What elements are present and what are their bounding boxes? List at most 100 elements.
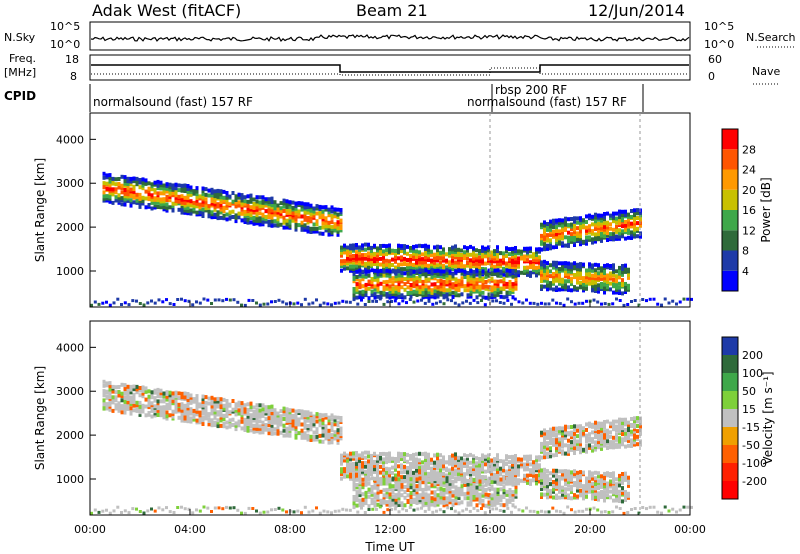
- heatmap-cell: [475, 476, 479, 481]
- heatmap-cell: [270, 508, 273, 512]
- heatmap-cell: [201, 394, 205, 399]
- heatmap-cell: [364, 469, 367, 474]
- heatmap-cell: [427, 265, 430, 270]
- heatmap-cell: [376, 454, 379, 459]
- heatmap-cell: [367, 286, 371, 291]
- heatmap-cell: [144, 413, 148, 418]
- heatmap-cell: [321, 429, 325, 434]
- heatmap-cell: [294, 208, 298, 213]
- colorbar-tick: -200: [742, 475, 767, 488]
- heatmap-cell: [258, 211, 262, 216]
- heatmap-cell: [594, 276, 597, 281]
- heatmap-cell: [102, 196, 106, 201]
- heatmap-cell: [126, 194, 130, 199]
- heatmap-cell: [379, 456, 382, 461]
- heatmap-cell: [621, 264, 624, 268]
- heatmap-cell: [102, 379, 106, 384]
- heatmap-cell: [388, 495, 392, 499]
- heatmap-cell: [222, 424, 226, 429]
- heatmap-cell: [472, 269, 476, 274]
- heatmap-cell: [318, 415, 322, 419]
- heatmap-cell: [510, 510, 513, 514]
- heatmap-cell: [505, 273, 509, 278]
- heatmap-cell: [382, 493, 386, 498]
- heatmap-cell: [611, 510, 615, 514]
- heatmap-cell: [603, 435, 606, 440]
- heatmap-cell: [505, 457, 508, 462]
- heatmap-cell: [294, 433, 298, 438]
- colorbar-tick: -15: [742, 421, 760, 434]
- heatmap-cell: [436, 460, 439, 464]
- heatmap-cell: [427, 272, 431, 277]
- heatmap-cell: [150, 507, 153, 511]
- heatmap-cell: [406, 262, 409, 267]
- heatmap-cell: [240, 419, 244, 424]
- heatmap-cell: [312, 206, 316, 211]
- heatmap-cell: [401, 507, 405, 511]
- heatmap-cell: [300, 433, 304, 438]
- heatmap-cell: [363, 511, 367, 514]
- heatmap-cell: [431, 302, 435, 306]
- heatmap-cell: [373, 262, 376, 266]
- heatmap-cell: [442, 279, 446, 284]
- heatmap-cell: [379, 480, 383, 485]
- heatmap-cell: [600, 266, 603, 271]
- heatmap-cell: [478, 457, 481, 461]
- heatmap-cell: [376, 282, 380, 287]
- heatmap-cell: [496, 476, 500, 481]
- heatmap-cell: [114, 390, 118, 395]
- heatmap-cell: [505, 469, 508, 474]
- heatmap-cell: [526, 473, 529, 478]
- heatmap-cell: [686, 505, 690, 509]
- heatmap-cell: [180, 208, 184, 212]
- heatmap-cell: [576, 441, 579, 446]
- heatmap-cell: [394, 269, 398, 274]
- heatmap-cell: [511, 295, 515, 300]
- heatmap-cell: [624, 498, 627, 502]
- heatmap-cell: [340, 251, 343, 255]
- heatmap-cell: [361, 261, 364, 266]
- heatmap-cell: [535, 260, 538, 265]
- heatmap-cell: [388, 259, 391, 264]
- heatmap-cell: [349, 462, 352, 467]
- heatmap-cell: [517, 481, 520, 486]
- heatmap-cell: [561, 436, 564, 440]
- heatmap-cell: [615, 285, 618, 290]
- heatmap-cell: [481, 276, 485, 281]
- heatmap-cell: [108, 187, 112, 192]
- heatmap-cell: [367, 487, 371, 492]
- heatmap-cell: [463, 474, 466, 479]
- heatmap-cell: [249, 207, 253, 212]
- heatmap-cell: [373, 495, 377, 500]
- heatmap-cell: [549, 274, 552, 279]
- heatmap-cell: [564, 287, 567, 292]
- heatmap-cell: [340, 453, 343, 458]
- heatmap-cell: [120, 511, 123, 514]
- heatmap-cell: [358, 472, 361, 477]
- heatmap-cell: [240, 193, 244, 198]
- heatmap-cell: [457, 496, 461, 501]
- heatmap-cell: [591, 214, 594, 219]
- heatmap-cell: [207, 401, 211, 406]
- heatmap-cell: [552, 429, 555, 434]
- heatmap-cell: [511, 284, 515, 289]
- heatmap-cell: [355, 495, 359, 500]
- heatmap-cell: [445, 292, 449, 297]
- heatmap-cell: [116, 505, 120, 509]
- heatmap-cell: [445, 484, 449, 489]
- heatmap-cell: [615, 211, 618, 216]
- heatmap-cell: [475, 461, 478, 466]
- heatmap-cell: [552, 473, 555, 478]
- heatmap-cell: [186, 398, 190, 402]
- heatmap-cell: [312, 414, 316, 419]
- heatmap-cell: [618, 221, 621, 226]
- heatmap-cell: [228, 215, 232, 220]
- heatmap-cell: [436, 255, 439, 260]
- heatmap-cell: [379, 503, 383, 508]
- heatmap-cell: [472, 472, 475, 477]
- heatmap-cell: [123, 181, 127, 186]
- heatmap-cell: [606, 481, 609, 486]
- heatmap-cell: [535, 476, 538, 481]
- heatmap-cell: [340, 461, 343, 466]
- heatmap-cell: [288, 224, 292, 229]
